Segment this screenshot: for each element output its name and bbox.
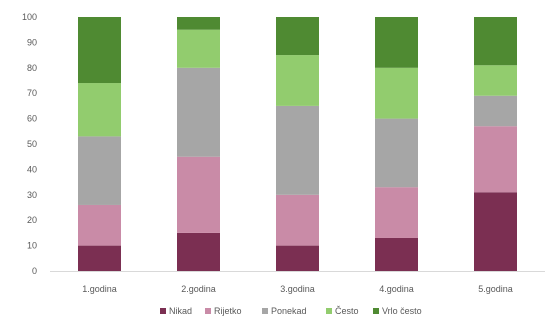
bar-segment: [474, 126, 517, 193]
legend-item: Često: [326, 306, 359, 316]
bar-stack: [276, 17, 319, 271]
legend-label: Nikad: [169, 306, 192, 316]
y-tick-label: 50: [27, 139, 37, 149]
legend-label: Vrlo često: [382, 306, 422, 316]
x-tick-label: 2.godina: [181, 284, 216, 294]
bar-stack: [375, 17, 418, 271]
legend-swatch: [373, 308, 379, 314]
x-tick-label: 1.godina: [82, 284, 117, 294]
bar-segment: [375, 237, 418, 271]
bar-segment: [375, 67, 418, 119]
legend-label: Ponekad: [271, 306, 307, 316]
bar-segment: [78, 136, 121, 205]
bar-segment: [78, 83, 121, 137]
legend-item: Nikad: [160, 306, 192, 316]
bar-segment: [177, 29, 220, 68]
legend-item: Vrlo često: [373, 306, 422, 316]
bar-segment: [276, 105, 319, 195]
legend-label: Često: [335, 306, 359, 316]
bar-segment: [375, 17, 418, 68]
bar-segment: [375, 118, 418, 188]
x-tick-label: 4.godina: [379, 284, 414, 294]
y-tick-label: 10: [27, 241, 37, 251]
y-tick-label: 0: [32, 266, 37, 276]
legend-item: Rijetko: [205, 306, 242, 316]
legend-item: Ponekad: [262, 306, 307, 316]
y-axis: 0 10 20 30 40 50 60 70 80 90 100: [22, 12, 545, 276]
bar-segment: [375, 187, 418, 238]
legend-swatch: [205, 308, 211, 314]
y-tick-label: 100: [22, 12, 37, 22]
y-tick-label: 40: [27, 164, 37, 174]
bar-segment: [78, 204, 121, 246]
y-tick-label: 90: [27, 37, 37, 47]
bars: [78, 17, 517, 271]
bar-segment: [177, 156, 220, 233]
y-tick-label: 70: [27, 88, 37, 98]
bar-segment: [78, 17, 121, 84]
x-tick-label: 5.godina: [478, 284, 513, 294]
bar-segment: [474, 17, 517, 66]
x-tick-label: 3.godina: [280, 284, 315, 294]
bar-segment: [474, 192, 517, 271]
bar-segment: [78, 245, 121, 271]
bar-stack: [474, 17, 517, 271]
legend-swatch: [160, 308, 166, 314]
legend-label: Rijetko: [214, 306, 242, 316]
legend: Nikad Rijetko Ponekad Često Vrlo često: [160, 306, 422, 316]
x-axis: 1.godina 2.godina 3.godina 4.godina 5.godina: [82, 284, 513, 294]
bar-stack: [177, 17, 220, 271]
bar-segment: [276, 245, 319, 271]
bar-segment: [177, 67, 220, 157]
bar-segment: [177, 17, 220, 30]
bar-segment: [177, 232, 220, 271]
y-tick-label: 60: [27, 114, 37, 124]
legend-swatch: [326, 308, 332, 314]
bar-segment: [276, 194, 319, 246]
y-tick-label: 80: [27, 63, 37, 73]
bar-segment: [474, 95, 517, 127]
y-tick-label: 20: [27, 215, 37, 225]
bar-segment: [276, 17, 319, 56]
y-tick-label: 30: [27, 190, 37, 200]
legend-swatch: [262, 308, 268, 314]
bar-stack: [78, 17, 121, 271]
bar-segment: [276, 55, 319, 106]
bar-segment: [474, 65, 517, 96]
